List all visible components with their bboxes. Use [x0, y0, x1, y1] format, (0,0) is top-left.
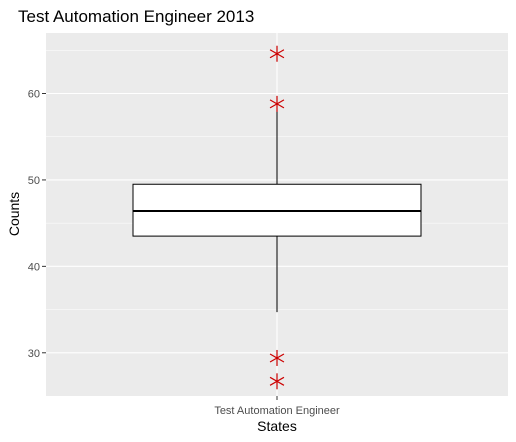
y-axis-title: Counts: [6, 192, 22, 236]
box-group: [132, 103, 422, 313]
y-tick-label: 40: [28, 261, 40, 273]
outlier-points: [269, 45, 285, 390]
chart-title: Test Automation Engineer 2013: [18, 7, 254, 26]
y-axis: 30 40 50 60: [28, 89, 46, 360]
data-point: [269, 95, 285, 112]
y-tick-label: 30: [28, 348, 40, 360]
data-point: [269, 373, 285, 390]
x-axis-title: States: [257, 418, 297, 434]
x-tick-label: Test Automation Engineer: [214, 405, 340, 417]
x-axis: Test Automation Engineer: [214, 396, 340, 417]
data-point: [269, 45, 285, 62]
y-tick-label: 60: [28, 89, 40, 101]
y-tick-label: 50: [28, 175, 40, 187]
data-point: [269, 349, 285, 366]
